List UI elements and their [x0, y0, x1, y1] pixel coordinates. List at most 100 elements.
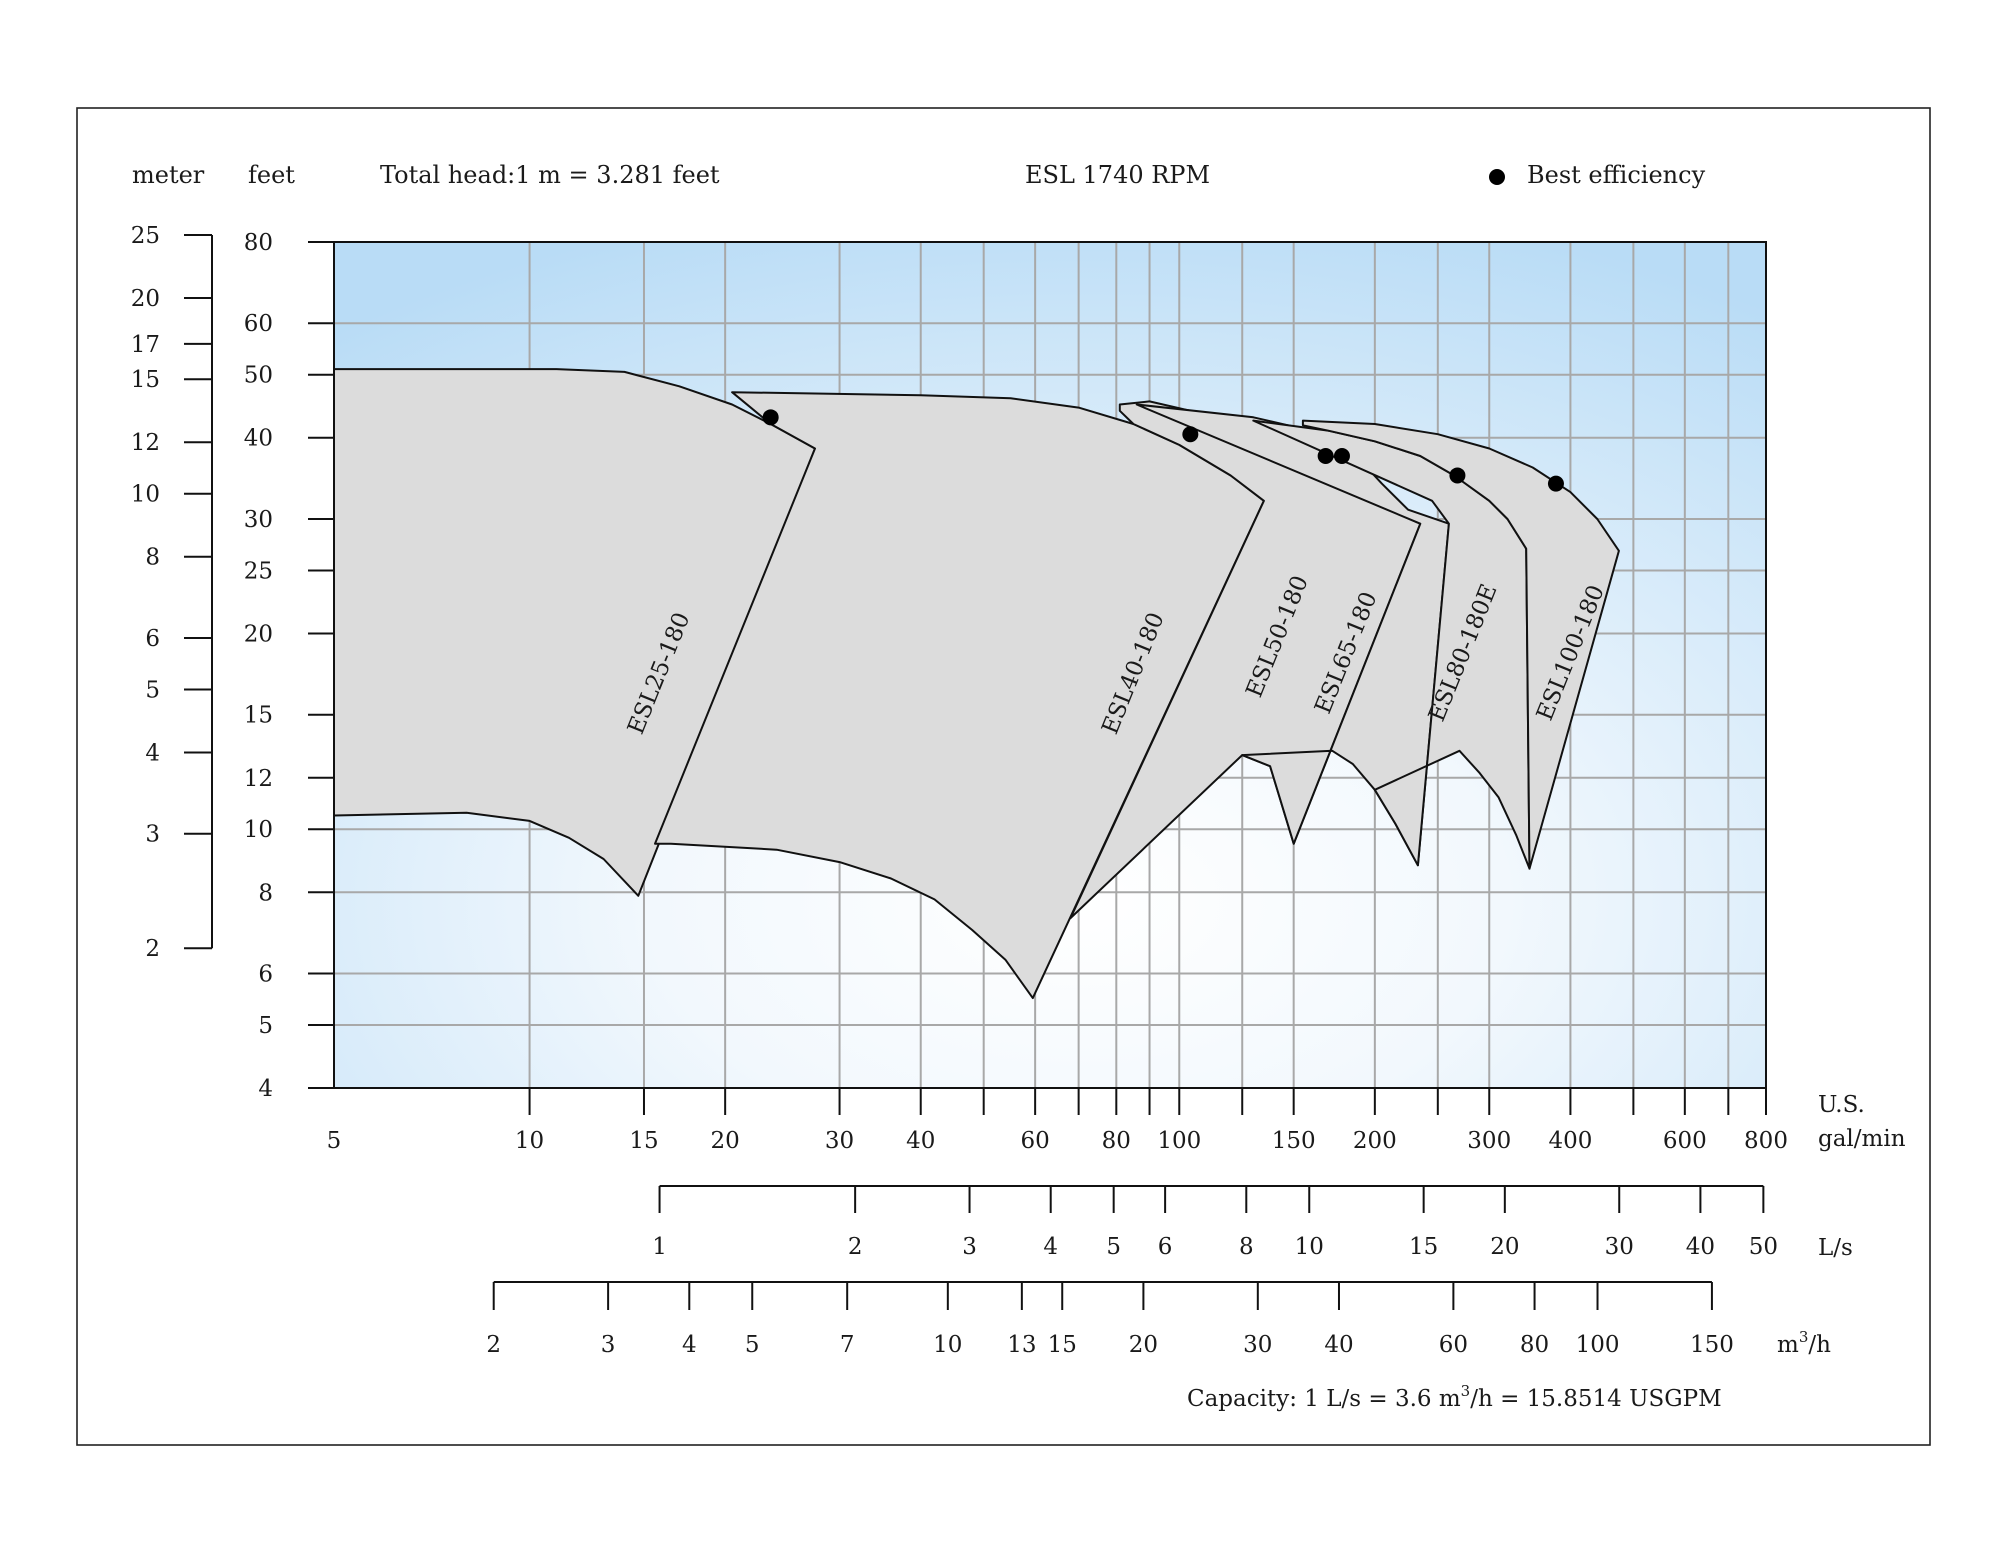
feet-axis-title: feet [248, 161, 295, 189]
capacity-note-1: Capacity: 1 L/s = 3.6 m [1187, 1386, 1461, 1412]
ls-tick-label: 4 [1043, 1234, 1058, 1260]
bep-point-esl65-180 [1333, 447, 1350, 464]
meter-tick-label: 6 [145, 626, 160, 652]
head-conversion-note: Total head:1 m = 3.281 feet [380, 161, 720, 189]
meter-tick-label: 8 [145, 545, 160, 571]
m3h-tick-label: 2 [486, 1332, 501, 1358]
feet-tick-label: 12 [244, 766, 273, 792]
m3h-tick-label: 30 [1243, 1332, 1272, 1358]
meter-tick-label: 15 [131, 367, 160, 393]
meter-tick-label: 17 [131, 332, 160, 358]
ls-tick-label: 40 [1686, 1234, 1715, 1260]
m3h-tick-label: 100 [1576, 1332, 1620, 1358]
meter-tick-label: 2 [145, 936, 160, 962]
gpm-unit-line2: gal/min [1818, 1126, 1906, 1152]
ls-tick-label: 20 [1490, 1234, 1519, 1260]
ls-tick-label: 8 [1239, 1234, 1254, 1260]
x-tick-label: 800 [1744, 1128, 1788, 1154]
m3h-tick-label: 40 [1324, 1332, 1353, 1358]
feet-tick-label: 50 [244, 363, 273, 389]
meter-tick-label: 10 [131, 482, 160, 508]
ls-tick-label: 3 [962, 1234, 977, 1260]
meter-axis-title: meter [132, 161, 205, 189]
m3h-unit-base: m [1777, 1332, 1799, 1358]
feet-tick-label: 5 [258, 1013, 273, 1039]
meter-tick-label: 3 [145, 822, 160, 848]
x-tick-label: 200 [1353, 1128, 1397, 1154]
ls-tick-label: 2 [848, 1234, 863, 1260]
bep-point-esl40-180 [1182, 426, 1199, 443]
ls-tick-label: 15 [1409, 1234, 1438, 1260]
feet-tick-label: 10 [244, 817, 273, 843]
feet-axis: 80 60 50 40 30 25 20 15 12 10 8 6 5 4 [244, 230, 334, 1102]
m3h-tick-label: 60 [1439, 1332, 1468, 1358]
x-tick-label: 15 [629, 1128, 658, 1154]
m3h-unit-sup: 3 [1799, 1328, 1809, 1346]
feet-tick-label: 6 [258, 961, 273, 987]
meter-tick-label: 4 [145, 740, 160, 766]
feet-tick-label: 60 [244, 311, 273, 337]
legend-dot-icon [1489, 169, 1505, 185]
region-esl40-180 [654, 391, 1265, 1000]
ls-axis: 1 2 3 4 5 6 8 10 15 20 30 40 50 [652, 1185, 1778, 1260]
capacity-note-2: /h = 15.8514 USGPM [1470, 1386, 1721, 1412]
bep-point-esl80-180e [1449, 467, 1466, 484]
m3h-tick-label: 15 [1048, 1332, 1077, 1358]
x-tick-label: 80 [1102, 1128, 1131, 1154]
plot-border [333, 241, 1767, 1089]
m3h-tick-label: 4 [682, 1332, 697, 1358]
gpm-unit-line1: U.S. [1818, 1092, 1865, 1118]
feet-tick-label: 4 [258, 1076, 273, 1102]
frame-border [76, 107, 1931, 1446]
x-tick-label: 5 [327, 1128, 342, 1154]
feet-tick-label: 15 [244, 703, 273, 729]
gpm-axis: 5 10 15 20 30 40 60 80 100 150 200 300 400 600 800 [327, 1088, 1788, 1154]
feet-tick-label: 40 [244, 426, 273, 452]
m3h-tick-label: 3 [601, 1332, 616, 1358]
x-tick-label: 600 [1663, 1128, 1707, 1154]
feet-tick-label: 30 [244, 507, 273, 533]
x-tick-label: 150 [1272, 1128, 1316, 1154]
pump-regions [333, 368, 1620, 1000]
bep-point-esl25-180 [762, 409, 779, 426]
feet-tick-label: 80 [244, 230, 273, 256]
ls-tick-label: 50 [1749, 1234, 1778, 1260]
feet-tick-label: 8 [258, 880, 273, 906]
chart-title: ESL 1740 RPM [1025, 161, 1210, 189]
ls-tick-label: 6 [1158, 1234, 1173, 1260]
feet-tick-label: 25 [244, 558, 273, 584]
x-tick-label: 400 [1548, 1128, 1592, 1154]
x-tick-label: 20 [711, 1128, 740, 1154]
feet-tick-label: 20 [244, 621, 273, 647]
m3h-tick-label: 5 [745, 1332, 760, 1358]
bep-point-esl100-180 [1547, 475, 1564, 492]
x-tick-label: 300 [1467, 1128, 1511, 1154]
legend-label: Best efficiency [1527, 161, 1706, 189]
m3h-tick-label: 150 [1690, 1332, 1734, 1358]
capacity-note: Capacity: 1 L/s = 3.6 m3/h = 15.8514 USG… [1187, 1382, 1722, 1412]
m3h-unit: m3/h [1777, 1328, 1831, 1358]
meter-tick-label: 20 [131, 286, 160, 312]
capacity-note-sup: 3 [1461, 1382, 1471, 1400]
ls-tick-label: 30 [1605, 1234, 1634, 1260]
x-tick-label: 100 [1157, 1128, 1201, 1154]
x-tick-label: 60 [1020, 1128, 1049, 1154]
m3h-tick-label: 7 [840, 1332, 855, 1358]
ls-tick-label: 5 [1106, 1234, 1121, 1260]
ls-tick-label: 1 [652, 1234, 667, 1260]
m3h-tick-label: 80 [1520, 1332, 1549, 1358]
region-esl100-180 [1301, 419, 1620, 870]
x-tick-label: 10 [515, 1128, 544, 1154]
best-efficiency-points [762, 409, 1564, 492]
ls-unit: L/s [1818, 1235, 1853, 1261]
meter-tick-label: 12 [131, 430, 160, 456]
meter-axis: 25 20 17 15 12 10 8 6 5 4 3 2 [131, 223, 213, 962]
m3h-axis: 2 3 4 5 7 10 13 15 20 30 40 60 80 100 150 [486, 1281, 1734, 1358]
x-tick-label: 40 [906, 1128, 935, 1154]
m3h-unit-tail: /h [1808, 1332, 1831, 1358]
bep-point-esl50-180 [1317, 447, 1334, 464]
x-tick-label: 30 [825, 1128, 854, 1154]
m3h-tick-label: 13 [1007, 1332, 1036, 1358]
